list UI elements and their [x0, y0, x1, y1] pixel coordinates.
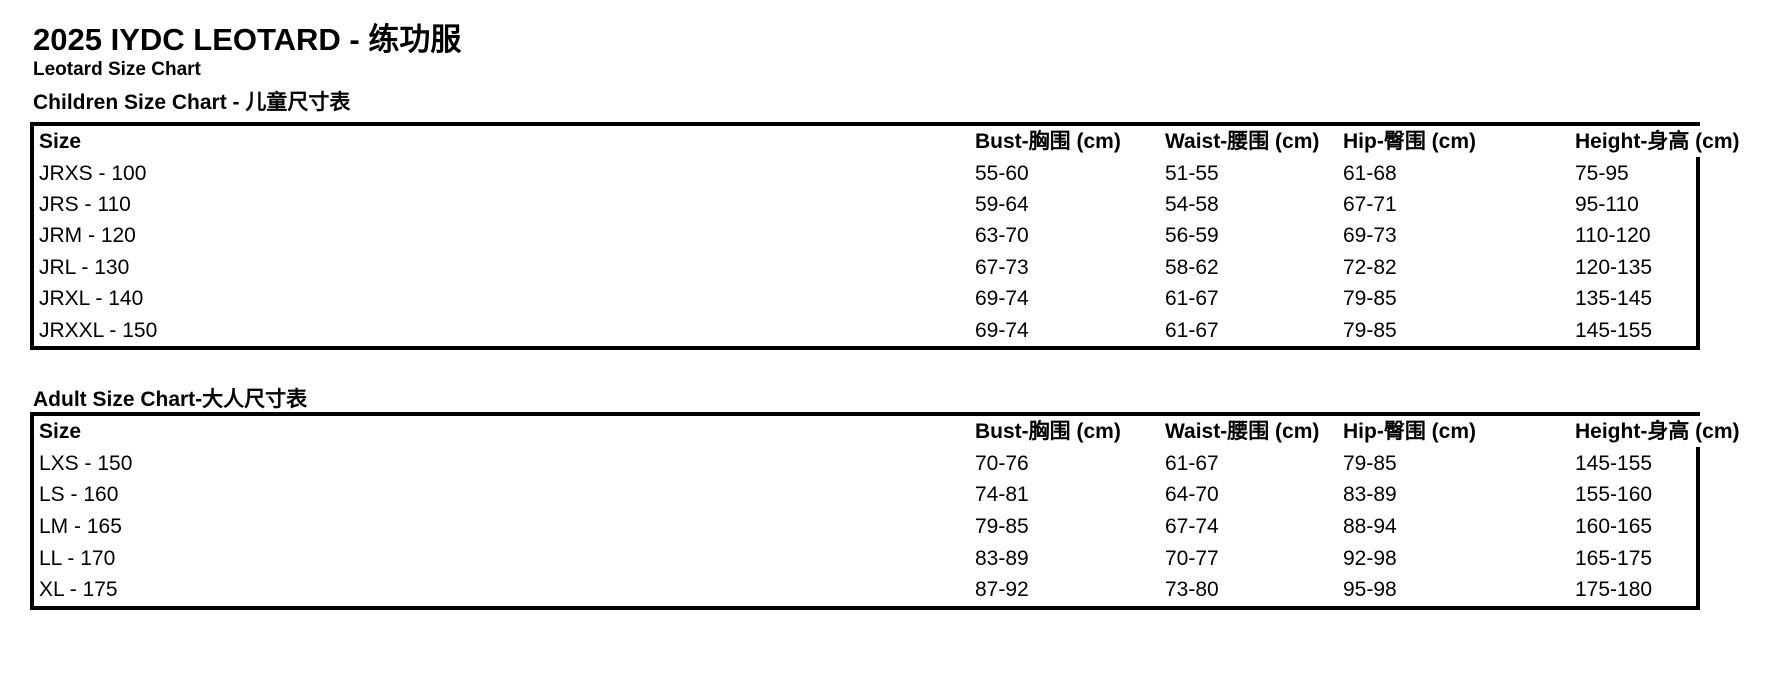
cell-hip: 88-94 [1343, 515, 1397, 539]
cell-waist: 61-67 [1165, 287, 1219, 311]
cell-waist: 73-80 [1165, 578, 1219, 602]
table-row: XL - 175 87-92 73-80 95-98 175-180 [34, 574, 1700, 606]
column-header-height: Height-身高 (cm) [1575, 130, 1740, 154]
children-section-heading: Children Size Chart - 儿童尺寸表 [33, 91, 351, 114]
cell-size: JRXS - 100 [39, 161, 147, 185]
cell-hip: 79-85 [1343, 451, 1397, 475]
cell-waist: 61-67 [1165, 318, 1219, 342]
cell-height: 75-95 [1575, 161, 1629, 185]
cell-height: 120-135 [1575, 255, 1653, 279]
cell-bust: 79-85 [975, 515, 1029, 539]
table-row: LS - 160 74-81 64-70 83-89 155-160 [34, 479, 1700, 511]
cell-bust: 69-74 [975, 287, 1029, 311]
table-right-border [1696, 157, 1700, 346]
cell-size: JRXXL - 150 [39, 318, 158, 342]
children-size-table: Size Bust-胸围 (cm) Waist-腰围 (cm) Hip-臀围 (… [30, 122, 1740, 350]
cell-waist: 61-67 [1165, 451, 1219, 475]
cell-waist: 70-77 [1165, 546, 1219, 570]
cell-hip: 79-85 [1343, 318, 1397, 342]
cell-hip: 95-98 [1343, 578, 1397, 602]
cell-size: JRL - 130 [39, 255, 130, 279]
cell-bust: 63-70 [975, 224, 1029, 248]
cell-height: 135-145 [1575, 287, 1653, 311]
children-table-header-row: Size Bust-胸围 (cm) Waist-腰围 (cm) Hip-臀围 (… [34, 126, 1740, 157]
page-subtitle: Leotard Size Chart [33, 59, 201, 80]
cell-size: JRS - 110 [39, 192, 131, 216]
column-header-height: Height-身高 (cm) [1575, 420, 1740, 444]
table-row: JRL - 130 67-73 58-62 72-82 120-135 [34, 252, 1700, 283]
cell-size: JRXL - 140 [39, 287, 144, 311]
cell-bust: 83-89 [975, 546, 1029, 570]
cell-height: 110-120 [1575, 224, 1651, 248]
table-row: JRM - 120 63-70 56-59 69-73 110-120 [34, 220, 1700, 251]
table-row: JRXXL - 150 69-74 61-67 79-85 145-155 [34, 314, 1700, 345]
table-row: JRS - 110 59-64 54-58 67-71 95-110 [34, 189, 1700, 220]
cell-size: JRM - 120 [39, 224, 136, 248]
column-header-bust: Bust-胸围 (cm) [975, 130, 1121, 154]
cell-size: LS - 160 [39, 483, 119, 507]
cell-hip: 61-68 [1343, 161, 1397, 185]
column-header-size: Size [39, 130, 82, 154]
cell-bust: 87-92 [975, 578, 1029, 602]
column-header-waist: Waist-腰围 (cm) [1165, 420, 1320, 444]
cell-size: LL - 170 [39, 546, 116, 570]
adult-section-heading: Adult Size Chart-大人尺寸表 [33, 388, 308, 411]
table-right-border [1696, 447, 1700, 606]
cell-height: 160-165 [1575, 515, 1653, 539]
cell-height: 155-160 [1575, 483, 1653, 507]
column-header-size: Size [39, 420, 82, 444]
column-header-hip: Hip-臀围 (cm) [1343, 420, 1476, 444]
cell-height: 95-110 [1575, 192, 1639, 216]
cell-hip: 67-71 [1343, 192, 1397, 216]
cell-height: 165-175 [1575, 546, 1653, 570]
table-row: LL - 170 83-89 70-77 92-98 165-175 [34, 542, 1700, 574]
cell-size: XL - 175 [39, 578, 118, 602]
table-row: JRXS - 100 55-60 51-55 61-68 75-95 [34, 157, 1700, 188]
cell-height: 145-155 [1575, 318, 1653, 342]
cell-hip: 72-82 [1343, 255, 1397, 279]
cell-height: 175-180 [1575, 578, 1653, 602]
cell-hip: 92-98 [1343, 546, 1397, 570]
table-row: LXS - 150 70-76 61-67 79-85 145-155 [34, 448, 1700, 480]
cell-waist: 64-70 [1165, 483, 1219, 507]
page-title: 2025 IYDC LEOTARD - 练功服 [33, 22, 462, 57]
cell-size: LXS - 150 [39, 451, 133, 475]
cell-waist: 67-74 [1165, 515, 1219, 539]
table-row: JRXL - 140 69-74 61-67 79-85 135-145 [34, 283, 1700, 314]
cell-height: 145-155 [1575, 451, 1653, 475]
cell-bust: 67-73 [975, 255, 1029, 279]
cell-bust: 55-60 [975, 161, 1029, 185]
cell-size: LM - 165 [39, 515, 122, 539]
column-header-waist: Waist-腰围 (cm) [1165, 130, 1320, 154]
cell-waist: 51-55 [1165, 161, 1219, 185]
adult-table-header-row: Size Bust-胸围 (cm) Waist-腰围 (cm) Hip-臀围 (… [34, 416, 1740, 448]
cell-waist: 56-59 [1165, 224, 1219, 248]
cell-hip: 69-73 [1343, 224, 1397, 248]
column-header-hip: Hip-臀围 (cm) [1343, 130, 1476, 154]
cell-waist: 58-62 [1165, 255, 1219, 279]
cell-hip: 83-89 [1343, 483, 1397, 507]
cell-bust: 74-81 [975, 483, 1029, 507]
cell-bust: 59-64 [975, 192, 1029, 216]
cell-waist: 54-58 [1165, 192, 1219, 216]
column-header-bust: Bust-胸围 (cm) [975, 420, 1121, 444]
table-row: LM - 165 79-85 67-74 88-94 160-165 [34, 511, 1700, 543]
cell-hip: 79-85 [1343, 287, 1397, 311]
cell-bust: 70-76 [975, 451, 1029, 475]
cell-bust: 69-74 [975, 318, 1029, 342]
adult-size-table: Size Bust-胸围 (cm) Waist-腰围 (cm) Hip-臀围 (… [30, 412, 1740, 610]
